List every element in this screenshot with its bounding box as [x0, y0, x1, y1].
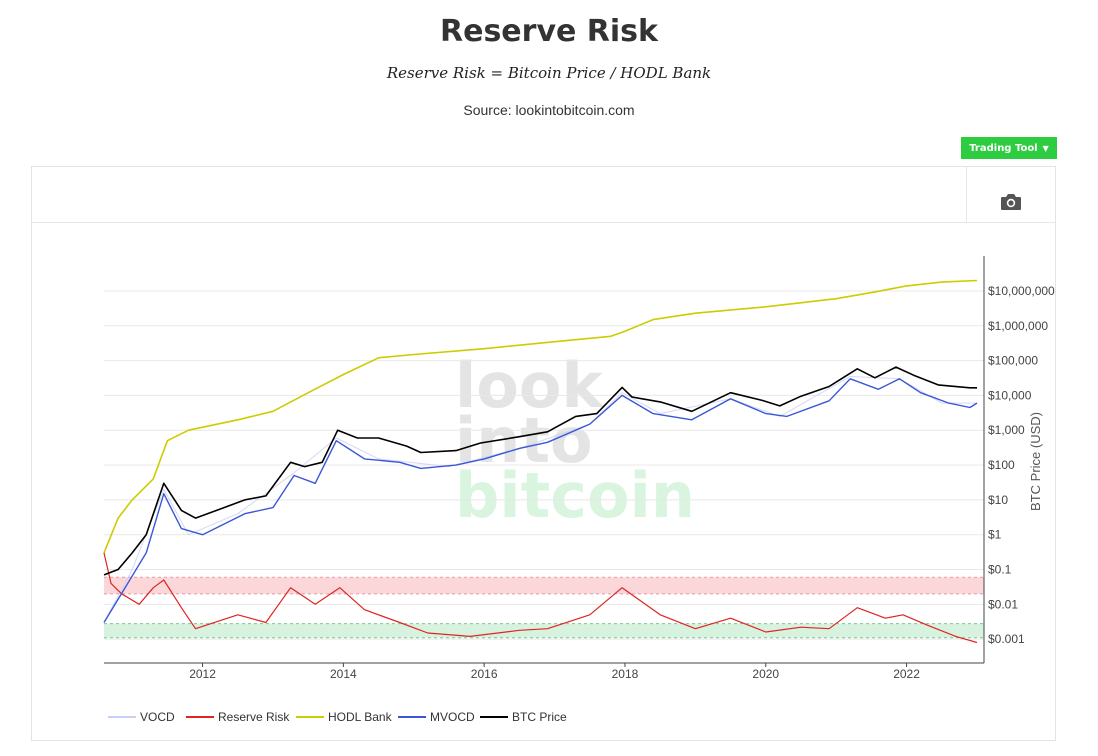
y-tick-label: $10,000	[988, 388, 1032, 402]
legend-item: VOCD	[140, 710, 175, 724]
y-tick-label: $1,000	[988, 423, 1025, 437]
trading-tool-label: Trading Tool	[969, 142, 1038, 154]
legend-item: MVOCD	[430, 710, 475, 724]
series-mvocd-line	[103, 378, 978, 623]
y-axis-label: BTC Price (USD)	[1028, 412, 1043, 511]
legend-item: Reserve Risk	[218, 710, 290, 724]
trading-tool-dropdown[interactable]: Trading Tool ▼	[961, 137, 1057, 159]
y-tick-label: $1	[988, 528, 1002, 542]
formula-subtitle: Reserve Risk = Bitcoin Price / HODL Bank	[386, 64, 712, 82]
x-tick-label: 2012	[189, 667, 216, 681]
source-text: Source: lookintobitcoin.com	[463, 102, 635, 118]
legend-item: BTC Price	[512, 710, 567, 724]
x-tick-label: 2018	[612, 667, 639, 681]
y-tick-label: $1,000,000	[988, 319, 1048, 333]
series-btc-price-line	[103, 366, 977, 576]
watermark: look into bitcoin	[455, 349, 695, 532]
page-title: Reserve Risk	[440, 14, 658, 49]
y-tick-label: $100,000	[988, 354, 1038, 368]
watermark-bitcoin: bitcoin	[455, 459, 695, 532]
caret-down-icon: ▼	[1042, 143, 1049, 153]
toolbar-divider	[31, 222, 1056, 223]
y-tick-label: $10,000,000	[988, 284, 1055, 298]
legend-item: HODL Bank	[328, 710, 393, 724]
x-tick-label: 2014	[330, 667, 357, 681]
y-tick-label: $0.001	[988, 632, 1025, 646]
x-tick-label: 2016	[471, 667, 498, 681]
toolbar-separator	[966, 167, 967, 222]
watermark-look: look	[455, 349, 604, 422]
y-tick-label: $0.1	[988, 563, 1012, 577]
red-band	[104, 577, 984, 594]
series-hodl-bank-line	[103, 279, 978, 554]
x-tick-label: 2022	[893, 667, 920, 681]
y-tick-label: $10	[988, 493, 1008, 507]
y-tick-label: $0.01	[988, 597, 1018, 611]
y-tick-label: $100	[988, 458, 1015, 472]
green-band	[104, 623, 984, 638]
x-tick-label: 2020	[752, 667, 779, 681]
series-reserve-risk-line	[103, 552, 978, 644]
camera-icon[interactable]	[999, 192, 1023, 212]
chart-frame	[31, 166, 1056, 741]
